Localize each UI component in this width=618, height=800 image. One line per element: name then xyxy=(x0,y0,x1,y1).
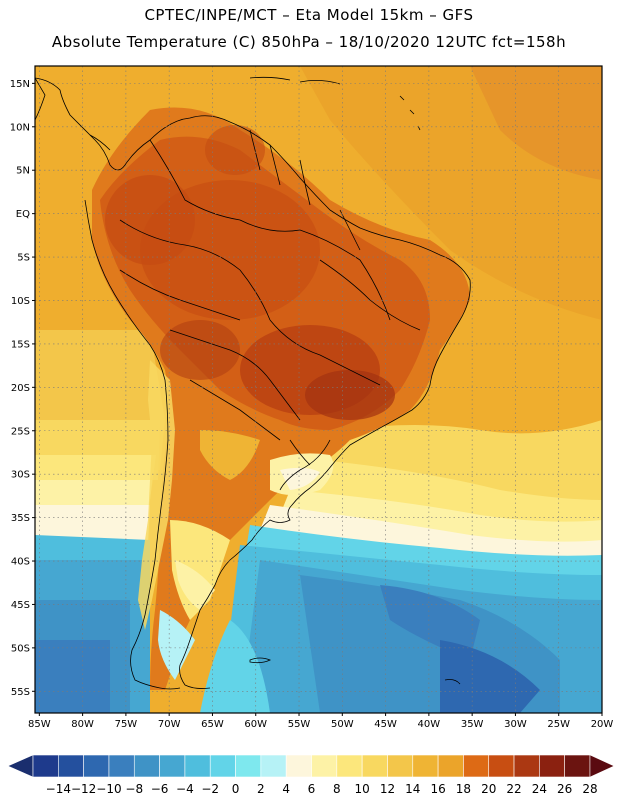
lon-tick-label: 85W xyxy=(28,719,51,730)
colorbar-swatch xyxy=(539,754,565,778)
colorbar-swatch xyxy=(209,754,236,778)
colorbar-swatch xyxy=(32,754,59,778)
lat-tick-label: 50S xyxy=(11,643,30,654)
lat-tick-label: 30S xyxy=(11,470,30,481)
colorbar-tick-label: 2 xyxy=(257,782,265,796)
map-title-line1: CPTEC/INPE/MCT – Eta Model 15km – GFS xyxy=(144,6,474,24)
temperature-map: 15N 10N 5N EQ 5S 10S 15S 20S 25S 30S 35S 40S 45S 50S 5… xyxy=(10,65,613,730)
lat-tick-label: 40S xyxy=(11,557,30,568)
lat-tick-label: 20S xyxy=(11,383,30,394)
colorbar-swatch xyxy=(285,754,312,778)
colorbar-swatch xyxy=(412,754,439,778)
lat-tick-label: 25S xyxy=(11,426,30,437)
longitude-axis: 85W 80W 75W 70W 65W 60W 55W 50W 45W 40W 35W 30W 25W 2… xyxy=(28,713,613,730)
colorbar-tick-label: 18 xyxy=(456,782,471,796)
colorbar-swatch xyxy=(58,754,84,778)
lon-tick-label: 25W xyxy=(547,719,570,730)
colorbar-tick-label: 24 xyxy=(532,782,547,796)
lon-tick-label: 45W xyxy=(374,719,397,730)
colorbar-tick-label: 8 xyxy=(333,782,341,796)
colorbar-under-arrow xyxy=(7,754,34,778)
colorbar-tick-label: −8 xyxy=(125,782,143,796)
lon-tick-label: 65W xyxy=(201,719,224,730)
lat-tick-label: 10S xyxy=(11,296,30,307)
lat-tick-label: 10N xyxy=(10,122,30,133)
lon-tick-label: 35W xyxy=(461,719,484,730)
lon-tick-label: 20W xyxy=(591,719,614,730)
temperature-field xyxy=(35,66,602,713)
colorbar-swatch xyxy=(184,754,211,778)
colorbar-swatch xyxy=(133,754,160,778)
colorbar-swatch xyxy=(159,754,186,778)
colorbar-swatch xyxy=(488,754,515,778)
coastlines xyxy=(35,76,471,690)
colorbar-swatch xyxy=(437,754,464,778)
lon-tick-label: 80W xyxy=(71,719,94,730)
colorbar-tick-label: 16 xyxy=(430,782,445,796)
graticule xyxy=(35,66,603,713)
colorbar-swatch xyxy=(336,754,363,778)
lon-tick-label: 50W xyxy=(331,719,354,730)
map-title-line2: Absolute Temperature (C) 850hPa – 18/10/… xyxy=(51,33,567,51)
lat-tick-label: 45S xyxy=(11,600,30,611)
colorbar-tick-label: 6 xyxy=(308,782,316,796)
lon-tick-label: 70W xyxy=(158,719,181,730)
colorbar-swatch xyxy=(108,754,135,778)
colorbar-tick-label: −12 xyxy=(71,782,96,796)
colorbar-tick-label: 4 xyxy=(282,782,290,796)
lon-tick-label: 30W xyxy=(504,719,527,730)
colorbar-swatch xyxy=(235,754,262,778)
lon-tick-label: 75W xyxy=(115,719,138,730)
lon-tick-label: 60W xyxy=(244,719,267,730)
lon-tick-label: 55W xyxy=(288,719,311,730)
lat-tick-label: 55S xyxy=(11,687,30,698)
lat-tick-label: 5N xyxy=(16,166,30,177)
lat-tick-label: 15S xyxy=(11,339,30,350)
lat-tick-label: EQ xyxy=(16,209,30,220)
colorbar-tick-label: 26 xyxy=(557,782,572,796)
lat-tick-label: 15N xyxy=(10,79,30,90)
colorbar-tick-label: −2 xyxy=(201,782,219,796)
colorbar-tick-label: −4 xyxy=(176,782,194,796)
colorbar-swatch xyxy=(260,754,287,778)
latitude-axis: 15N 10N 5N EQ 5S 10S 15S 20S 25S 30S 35S 40S 45S 50S 5… xyxy=(10,79,35,698)
colorbar-tick-label: 12 xyxy=(380,782,395,796)
colorbar-tick-label: 0 xyxy=(232,782,240,796)
colorbar-swatch xyxy=(361,754,388,778)
colorbar-swatch xyxy=(311,754,338,778)
colorbar-swatch xyxy=(83,754,110,778)
colorbar-tick-label: 22 xyxy=(506,782,521,796)
colorbar-tick-label: 10 xyxy=(354,782,369,796)
lat-tick-label: 5S xyxy=(17,253,30,264)
colorbar-swatch xyxy=(463,754,490,778)
colorbar-swatch xyxy=(564,754,591,778)
colorbar: −14 −12 −10 −8 −6 −4 −2 0 2 4 6 8 10 12 14 16 18 20 22 24 26… xyxy=(7,754,615,796)
lat-tick-label: 35S xyxy=(11,513,30,524)
colorbar-tick-label: 20 xyxy=(481,782,496,796)
colorbar-tick-label: −10 xyxy=(96,782,121,796)
colorbar-tick-label: 14 xyxy=(405,782,420,796)
colorbar-tick-label: −14 xyxy=(46,782,71,796)
colorbar-swatch xyxy=(387,754,414,778)
colorbar-over-arrow xyxy=(589,754,615,778)
map-frame xyxy=(34,65,603,714)
lon-tick-label: 40W xyxy=(418,719,441,730)
colorbar-tick-label: −6 xyxy=(151,782,169,796)
colorbar-tick-label: 28 xyxy=(582,782,597,796)
colorbar-swatch xyxy=(513,754,540,778)
